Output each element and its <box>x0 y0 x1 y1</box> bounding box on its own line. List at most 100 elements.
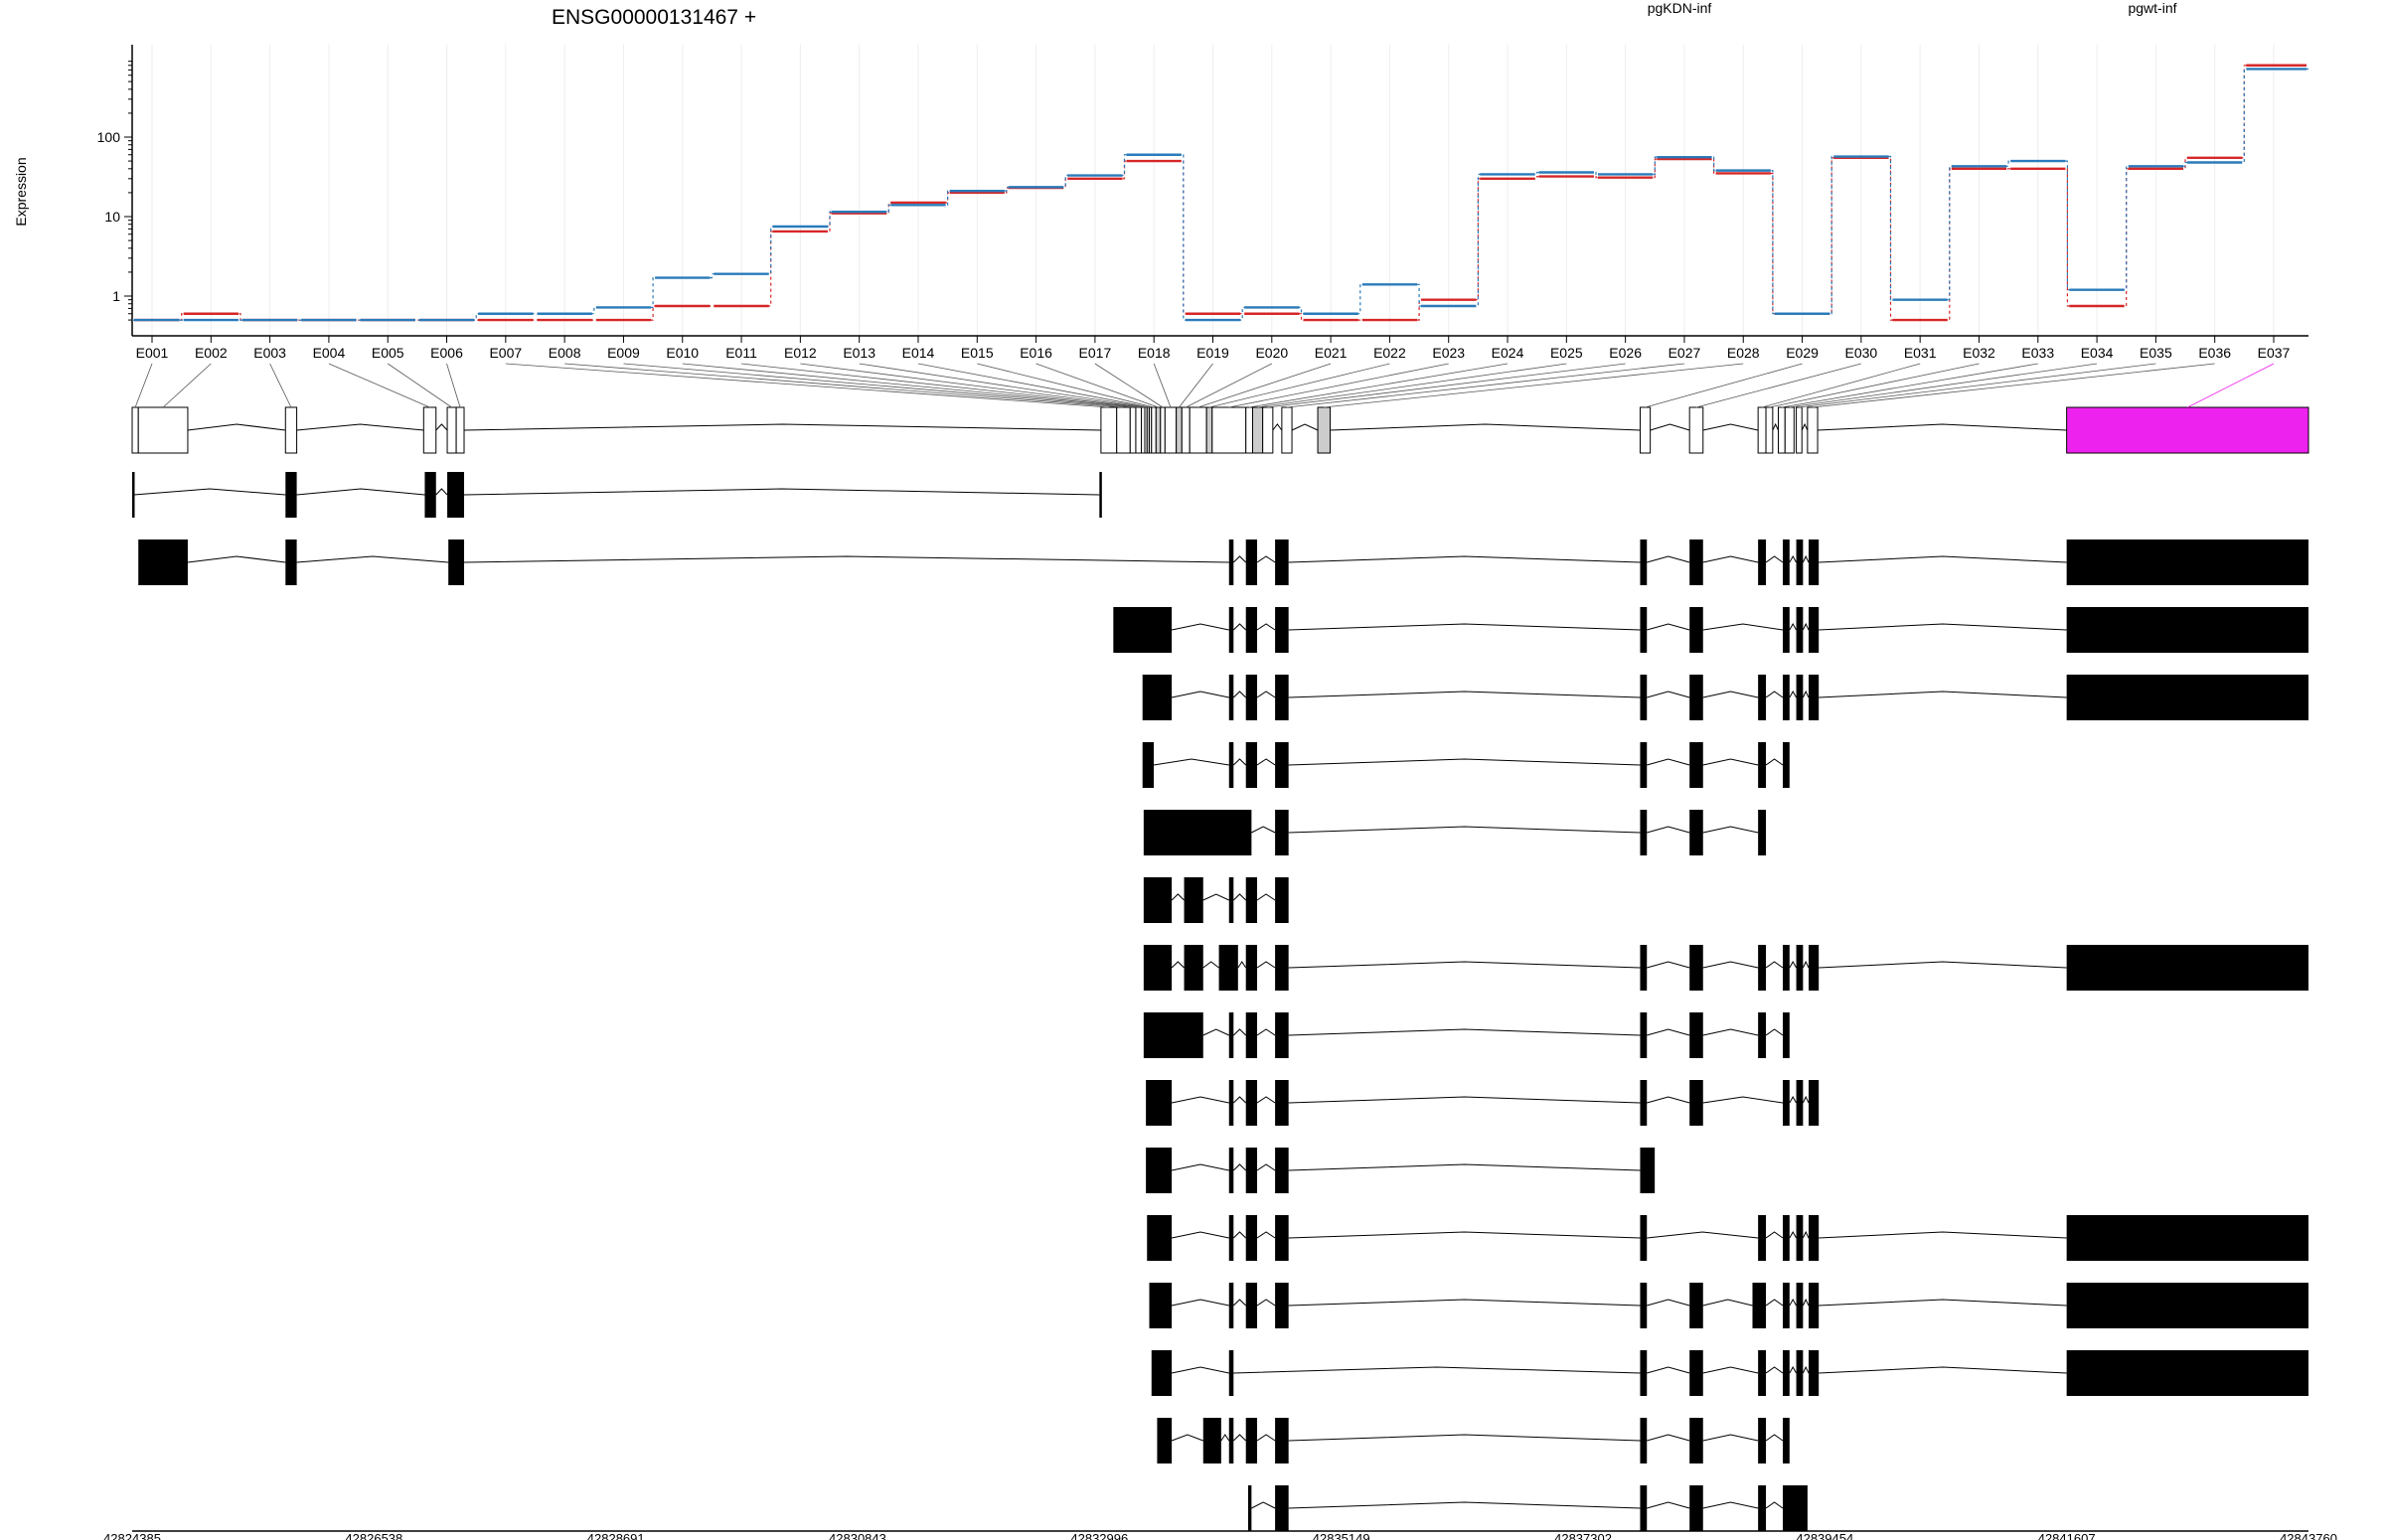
bin-label-e007: E007 <box>489 345 522 361</box>
bin-connector-e005 <box>387 363 452 408</box>
transcript-intron <box>1172 1163 1229 1171</box>
bin-label-e013: E013 <box>843 345 875 361</box>
transcript-exon <box>1689 675 1703 720</box>
transcript-intron <box>1647 1028 1690 1036</box>
transcript-exon <box>1758 945 1767 991</box>
transcript-intron <box>1802 622 1810 631</box>
transcript-exon <box>1143 810 1252 855</box>
transcript-exon <box>448 539 465 585</box>
transcript-exon <box>1275 607 1289 653</box>
transcript-exon <box>1689 810 1703 855</box>
exon-bin-e037 <box>2066 406 2309 454</box>
transcript-exon <box>2066 675 2308 720</box>
model-intron <box>296 423 424 431</box>
transcript-exon <box>1809 675 1820 720</box>
transcript-intron <box>1647 1434 1690 1442</box>
bin-connector-e029 <box>1645 363 1803 408</box>
bin-connector-e037 <box>2187 363 2275 408</box>
exon-bin-e020 <box>1181 406 1191 454</box>
transcript-exon <box>1275 1012 1289 1058</box>
transcript-exon <box>1689 1350 1703 1396</box>
transcript-intron <box>1202 961 1219 969</box>
transcript-exon <box>1640 607 1648 653</box>
transcript-exon <box>1142 742 1155 788</box>
transcript-exon <box>1228 877 1234 923</box>
bin-label-e012: E012 <box>784 345 817 361</box>
bin-connector-e016 <box>1035 363 1159 408</box>
transcript-intron <box>1789 554 1798 563</box>
transcript-exon <box>1245 539 1258 585</box>
transcript-intron <box>1647 758 1690 766</box>
transcript-intron <box>1647 623 1690 631</box>
transcript-intron <box>1288 1163 1641 1171</box>
transcript-exon <box>1099 472 1102 518</box>
exon-bin-e010 <box>1135 406 1143 454</box>
transcript-intron <box>1702 1366 1759 1374</box>
transcript-exon <box>1640 742 1648 788</box>
bin-label-e003: E003 <box>253 345 286 361</box>
transcript-exon <box>285 539 297 585</box>
bin-label-e017: E017 <box>1079 345 1112 361</box>
transcript-intron <box>1256 1434 1276 1442</box>
exon-bin-e024 <box>1245 406 1253 454</box>
exon-bin-e001 <box>131 406 139 454</box>
transcript-exon <box>2066 945 2308 991</box>
transcript-exon <box>1783 607 1790 653</box>
transcript-exon <box>1640 675 1648 720</box>
transcript-intron <box>1765 1231 1784 1239</box>
exon-bin-e027 <box>1281 406 1293 454</box>
transcript-exon <box>1245 742 1258 788</box>
transcript-intron <box>1251 826 1276 834</box>
transcript-intron <box>1256 555 1276 563</box>
genomic-axis: 42824385 42826538 42828691 42830843 42832996… <box>103 1530 2337 1540</box>
transcript-exon <box>1640 1080 1648 1126</box>
transcript-intron <box>1153 758 1229 766</box>
transcript-12 <box>1147 1215 2308 1261</box>
bin-label-e021: E021 <box>1315 345 1348 361</box>
transcript-intron <box>1232 1299 1247 1307</box>
transcript-exon <box>1640 1012 1648 1058</box>
bin-label-e030: E030 <box>1845 345 1878 361</box>
gene-model <box>131 363 2309 454</box>
transcript-exon <box>1796 607 1804 653</box>
transcript-intron <box>1789 1365 1798 1374</box>
transcript-intron <box>1256 1163 1276 1171</box>
model-intron <box>1650 423 1690 431</box>
exon-bin-e028 <box>1317 406 1331 454</box>
transcript-intron <box>187 555 286 563</box>
transcript-intron <box>1819 1299 2067 1307</box>
transcript-intron <box>1819 691 2067 698</box>
transcript-exon <box>1783 742 1790 788</box>
bin-label-e026: E026 <box>1609 345 1642 361</box>
exon-bin-e009 <box>1129 406 1137 454</box>
bin-connector-e009 <box>623 363 1134 408</box>
transcript-intron <box>1288 1501 1641 1509</box>
transcript-intron <box>435 488 448 496</box>
bin-connector-e001 <box>134 363 153 408</box>
bin-label-e004: E004 <box>313 345 346 361</box>
transcript-intron <box>464 488 1100 496</box>
bin-label-e023: E023 <box>1432 345 1465 361</box>
bin-label-e035: E035 <box>2140 345 2172 361</box>
transcript-exon <box>1640 1215 1648 1261</box>
transcript-intron <box>1172 623 1229 631</box>
transcript-exon <box>1758 1350 1767 1396</box>
exon-bin-e025 <box>1251 406 1264 454</box>
transcript-intron <box>1237 961 1247 969</box>
bin-connector-e020 <box>1186 363 1272 408</box>
transcript-intron <box>1702 623 1784 631</box>
transcript-intron <box>1647 1366 1690 1374</box>
bin-connector-e015 <box>977 363 1155 408</box>
transcript-intron <box>1232 893 1247 901</box>
transcript-4 <box>1142 675 2308 720</box>
transcript-intron <box>1647 1231 1759 1239</box>
transcript-exon <box>1640 1350 1648 1396</box>
transcript-intron <box>1702 961 1759 969</box>
bin-label-e032: E032 <box>1963 345 1995 361</box>
exon-bin-e032 <box>1765 406 1774 454</box>
transcript-7 <box>1143 877 1289 923</box>
transcript-intron <box>1232 1163 1247 1171</box>
transcript-exon <box>2066 1283 2308 1328</box>
bin-connector-e007 <box>505 363 1109 408</box>
